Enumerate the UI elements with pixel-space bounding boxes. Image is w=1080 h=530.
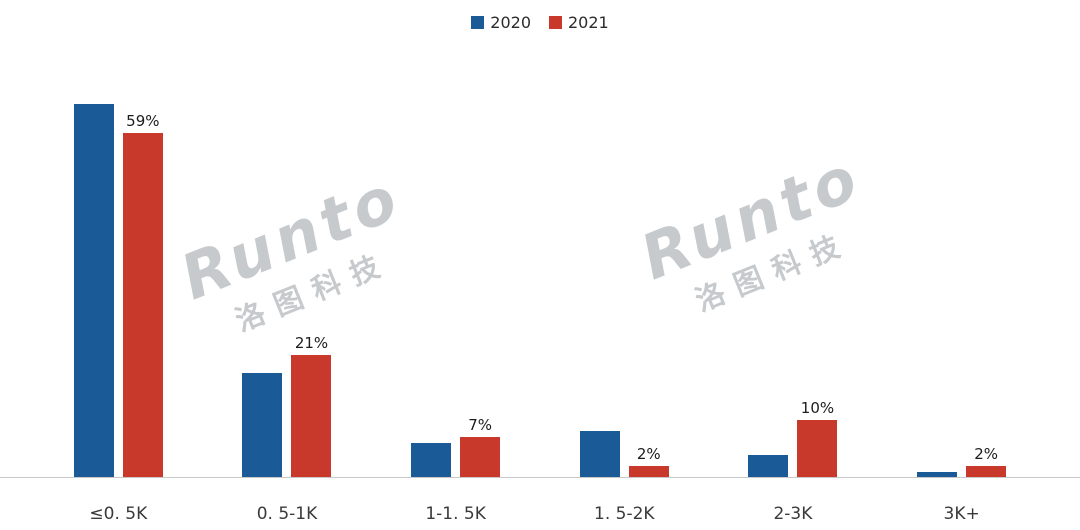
bar-2021-3[interactable] — [460, 437, 501, 478]
chart-legend: 2020 2021 — [0, 13, 1080, 32]
bar-wrap — [242, 373, 283, 478]
value-label: 2% — [636, 445, 661, 463]
bar-2020-1[interactable] — [73, 104, 114, 478]
value-label: 2% — [974, 445, 998, 463]
value-label: 21% — [294, 334, 329, 352]
bar-group-1: 59% — [38, 98, 198, 478]
bar-2020-6[interactable] — [917, 472, 958, 478]
bar-wrap — [748, 455, 789, 478]
bar-wrap: 2% — [966, 445, 1007, 478]
x-axis-label: 1. 5-2K — [594, 504, 655, 524]
legend-label-2020: 2020 — [490, 13, 531, 32]
x-axis-label: 2-3K — [773, 504, 813, 524]
value-label: 7% — [468, 416, 493, 434]
bar-group-3: 7% — [376, 98, 536, 478]
bar-2020-5[interactable] — [748, 455, 789, 478]
legend-item-2020[interactable]: 2020 — [471, 13, 531, 32]
bar-group-2: 21% — [207, 98, 367, 478]
legend-label-2021: 2021 — [568, 13, 609, 32]
bar-wrap — [579, 431, 620, 478]
bar-wrap: 7% — [460, 416, 501, 478]
bar-2021-4[interactable] — [628, 466, 669, 478]
bar-2021-2[interactable] — [291, 355, 332, 478]
legend-item-2021[interactable]: 2021 — [549, 13, 609, 32]
x-axis-label: ≤0. 5K — [89, 504, 148, 524]
bar-2020-3[interactable] — [411, 443, 452, 478]
value-label: 59% — [126, 112, 160, 130]
bar-2021-5[interactable] — [797, 420, 838, 478]
bar-group-4: 2% — [544, 98, 704, 478]
legend-swatch-2020-icon — [471, 16, 485, 29]
x-axis-label: 0. 5-1K — [256, 504, 318, 524]
bar-chart-plot-area: 59% 21% 7% 2% 10% 2% — [34, 98, 1046, 478]
bar-wrap: 21% — [291, 334, 332, 478]
bar-2020-4[interactable] — [579, 431, 620, 478]
bar-wrap — [917, 472, 958, 478]
bar-wrap: 59% — [122, 112, 163, 478]
legend-swatch-2021-icon — [549, 16, 562, 29]
bar-group-6: 2% — [882, 98, 1042, 478]
x-axis-label: 3K+ — [943, 504, 980, 524]
bar-group-5: 10% — [713, 98, 873, 478]
bar-wrap — [411, 443, 452, 478]
bar-wrap — [73, 104, 114, 478]
x-axis-label: 1-1. 5K — [425, 504, 486, 524]
bar-2020-2[interactable] — [242, 373, 283, 478]
x-axis-labels: ≤0. 5K 0. 5-1K 1-1. 5K 1. 5-2K 2-3K 3K+ — [34, 504, 1046, 524]
x-axis-line — [0, 477, 1080, 478]
bar-2021-1[interactable] — [122, 133, 163, 478]
bar-wrap: 2% — [628, 445, 669, 478]
value-label: 10% — [800, 399, 835, 417]
bar-wrap: 10% — [797, 399, 838, 478]
bar-2021-6[interactable] — [966, 466, 1007, 478]
